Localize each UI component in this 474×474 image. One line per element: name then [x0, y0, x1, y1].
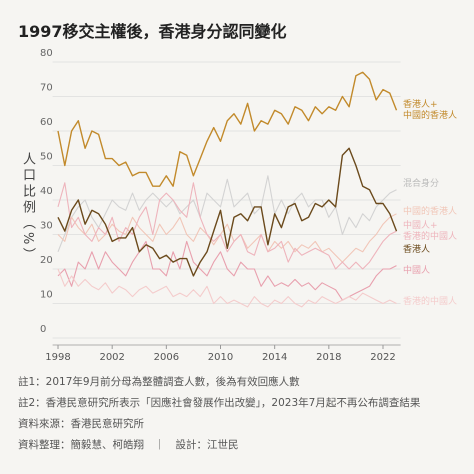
y-tick-label: 10 [40, 290, 53, 301]
y-tick-label: 0 [40, 324, 46, 335]
note: 資料來源：香港民意研究所 [18, 418, 144, 430]
y-tick-label: 70 [40, 83, 53, 94]
chart-title: 1997移交主權後，香港身分認同變化 [18, 22, 287, 41]
x-tick-label: 2022 [370, 352, 395, 363]
series-line [57, 182, 397, 270]
x-tick-label: 2002 [99, 352, 124, 363]
note: 註2：香港民意研究所表示「因應社會發展作出改變」，2023年7月起不再公布調查結… [18, 397, 421, 409]
legend-label: 混合身分 [403, 179, 440, 189]
x-tick-label: 1998 [45, 352, 70, 363]
x-tick-label: 2006 [154, 352, 179, 363]
series-line [57, 268, 397, 308]
y-tick-label: 50 [40, 152, 53, 163]
note: 資料整理：簡毅慧、柯皓翔 ｜ 設計：江世民 [18, 439, 239, 451]
notes: 註1：2017年9月前分母為整體調查人數，後為有效回應人數 註2：香港民意研究所… [18, 372, 420, 456]
y-tick-label: 40 [40, 186, 53, 197]
series-line [57, 240, 397, 301]
y-tick-label: 20 [40, 255, 53, 266]
x-tick-label: 2010 [208, 352, 233, 363]
legend-label: 香港人 [403, 245, 431, 255]
legend-label: 香港人+ 中國的香港人 [403, 100, 458, 121]
series-line [57, 147, 398, 277]
series-line [57, 71, 398, 187]
legend-label: 中國人+ 香港的中國人 [403, 221, 458, 242]
note: 註1：2017年9月前分母為整體調查人數，後為有效回應人數 [18, 376, 300, 388]
series-line [57, 213, 397, 263]
series-line [57, 175, 397, 253]
y-tick-label: 60 [40, 117, 53, 128]
legend-label: 中國人 [403, 266, 431, 276]
legend-label: 香港的中國人 [403, 297, 458, 307]
y-axis-label: 人口比例（%） [20, 152, 35, 264]
x-tick-label: 2018 [316, 352, 341, 363]
y-tick-label: 30 [40, 221, 53, 232]
legend-label: 中國的香港人 [403, 207, 458, 217]
y-tick-label: 80 [40, 48, 53, 59]
x-tick-label: 2014 [262, 352, 287, 363]
